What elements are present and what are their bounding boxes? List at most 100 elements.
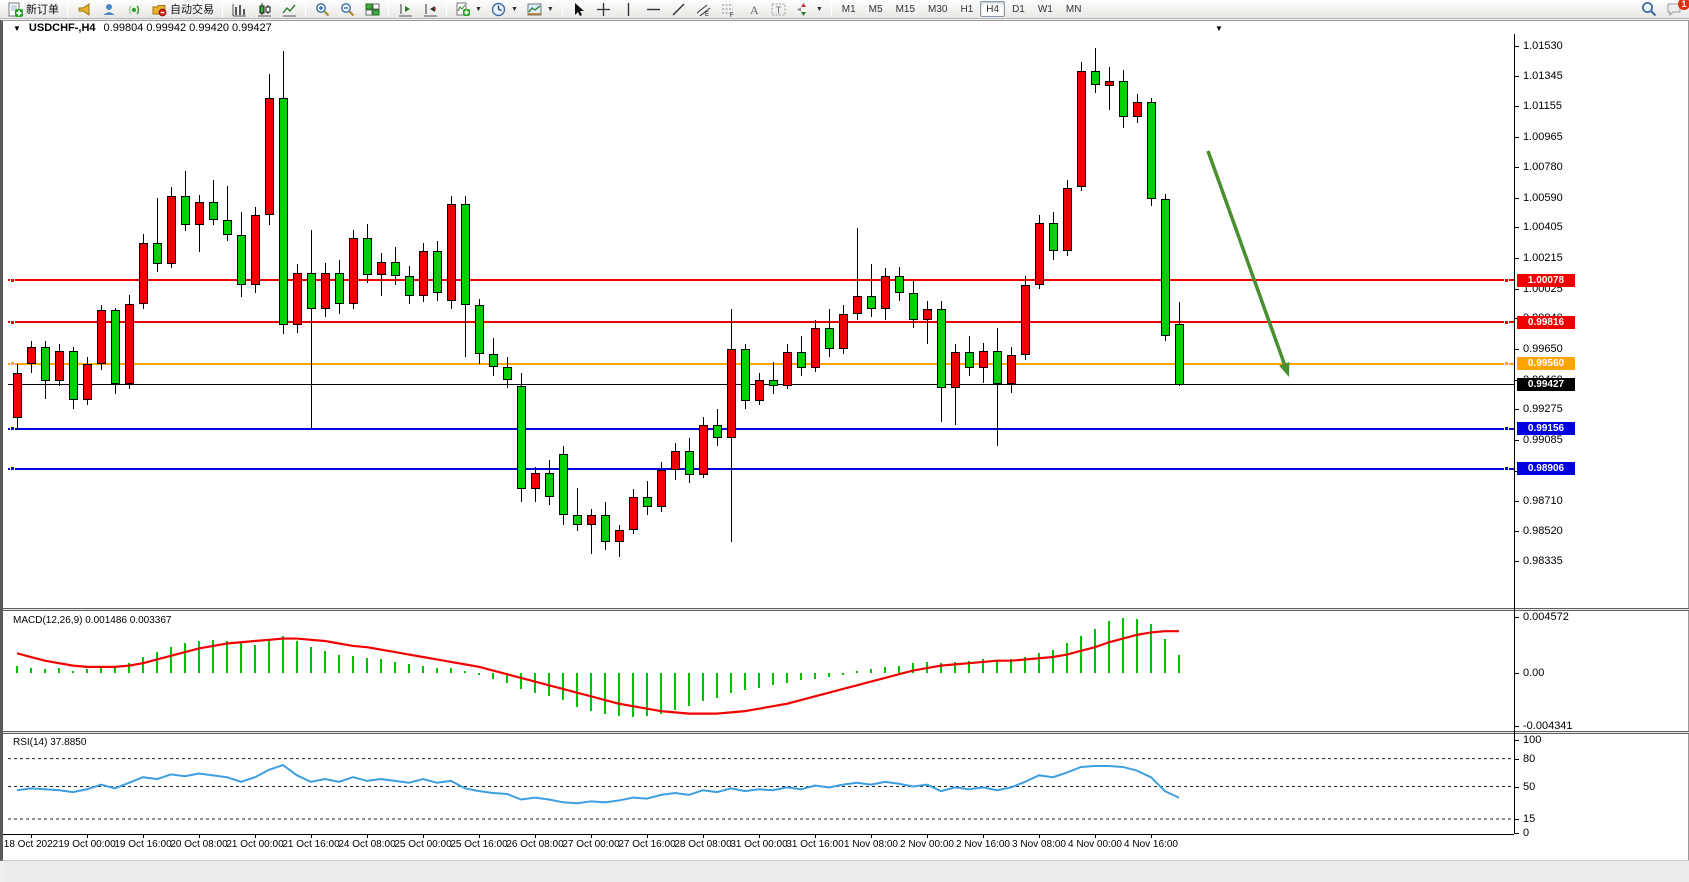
timeframe-m5-button[interactable]: M5: [868, 4, 883, 15]
scroll-end-marker-icon[interactable]: ▼: [1215, 24, 1223, 33]
timeframe-m30-button[interactable]: M30: [928, 4, 948, 15]
pivot-line[interactable]: [8, 362, 1514, 365]
fibonacci-tool-icon: F: [721, 2, 737, 19]
support-line-1-handle[interactable]: [10, 426, 15, 432]
time-axis-label[interactable]: 1 Nov 08:00: [844, 839, 898, 850]
support-line-2-handle[interactable]: [10, 466, 15, 472]
pane-separator-rsi[interactable]: [3, 731, 1689, 734]
equidistant-channel-tool-button[interactable]: E: [692, 1, 716, 18]
vertical-line-tool-button[interactable]: [617, 1, 641, 18]
periods-menu-caret-icon[interactable]: ▼: [510, 5, 518, 13]
chart-shift-button[interactable]: [393, 1, 417, 18]
resistance-line-1-handle[interactable]: [10, 277, 15, 283]
support-line-2-handle[interactable]: [1504, 466, 1509, 472]
time-axis-label[interactable]: 25 Oct 16:00: [450, 839, 508, 850]
pane-separator-macd[interactable]: [3, 608, 1689, 611]
resistance-line-2[interactable]: [8, 321, 1514, 324]
candle: [699, 424, 708, 475]
sound-alert-button[interactable]: [72, 1, 96, 18]
timeframe-h1-button[interactable]: H1: [960, 4, 974, 15]
time-axis-label[interactable]: 21 Oct 00:00: [226, 839, 284, 850]
candle-chart-mode-button[interactable]: [252, 1, 276, 18]
time-axis-label[interactable]: 3 Nov 08:00: [1012, 839, 1066, 850]
search-button[interactable]: [1637, 1, 1661, 18]
horizontal-line-tool-button[interactable]: [642, 1, 666, 18]
time-axis-label[interactable]: 19 Oct 00:00: [58, 839, 116, 850]
indicators-menu-caret-icon[interactable]: ▼: [475, 5, 482, 13]
time-axis-label[interactable]: 27 Oct 16:00: [618, 839, 676, 850]
candle: [951, 352, 960, 388]
timeframe-mn-button[interactable]: MN: [1065, 4, 1082, 15]
auto-trading-button[interactable]: 自动交易: [147, 1, 218, 18]
support-line-1-handle[interactable]: [1504, 426, 1509, 432]
time-axis-label[interactable]: 24 Oct 08:00: [338, 839, 396, 850]
support-line-1[interactable]: [8, 427, 1514, 430]
resistance-line-1[interactable]: [8, 279, 1514, 282]
new-order-button[interactable]: 新订单: [3, 1, 63, 18]
time-axis-label[interactable]: 31 Oct 00:00: [730, 839, 788, 850]
pivot-line-handle[interactable]: [1504, 361, 1509, 367]
chat-button[interactable]: 1: [1662, 0, 1689, 18]
text-label-tool-button[interactable]: T: [767, 1, 791, 18]
arrows-tool-caret-icon[interactable]: ▼: [815, 5, 823, 13]
time-axis-label[interactable]: 25 Oct 00:00: [394, 839, 452, 850]
time-axis-label[interactable]: 26 Oct 08:00: [506, 839, 564, 850]
time-axis-label[interactable]: 27 Oct 00:00: [562, 839, 620, 850]
macd-histogram-bar: [184, 643, 186, 673]
candle: [993, 350, 1002, 385]
pivot-line-handle[interactable]: [10, 361, 15, 367]
timeframe-h4-button[interactable]: H4: [980, 1, 1006, 17]
macd-label: MACD(12,26,9) 0.001486 0.003367: [13, 615, 172, 626]
crosshair-tool-button[interactable]: [592, 1, 616, 18]
crosshair-tool-icon: [596, 2, 612, 17]
macd-histogram-bar: [450, 668, 452, 673]
auto-scroll-button[interactable]: [418, 1, 442, 18]
chart-window[interactable]: ▼ USDCHF-,H4 0.99804 0.99942 0.99420 0.9…: [0, 20, 1689, 882]
zoom-out-button[interactable]: [335, 1, 359, 18]
time-axis-label[interactable]: 4 Nov 16:00: [1124, 839, 1178, 850]
arrows-tool-button[interactable]: ▼: [792, 1, 827, 18]
fibonacci-tool-button[interactable]: F: [717, 1, 741, 19]
time-tick: [1039, 834, 1040, 838]
support-line-2[interactable]: [8, 467, 1514, 470]
time-axis-label[interactable]: 31 Oct 16:00: [786, 839, 844, 850]
timeframe-w1-button[interactable]: W1: [1037, 4, 1053, 15]
indicators-menu-button[interactable]: ▼: [451, 1, 486, 18]
timeframe-m15-button[interactable]: M15: [895, 4, 916, 15]
macd-histogram-bar: [1038, 653, 1040, 673]
time-axis-label[interactable]: 18 Oct 2022: [3, 839, 59, 850]
community-button[interactable]: [97, 1, 121, 18]
chart-menu-icon[interactable]: ▼: [13, 23, 21, 33]
time-axis-label[interactable]: 2 Nov 00:00: [900, 839, 954, 850]
tile-windows-button[interactable]: [360, 1, 384, 18]
templates-menu-button[interactable]: ▼: [523, 1, 558, 18]
candle: [111, 310, 120, 385]
time-tick: [703, 834, 704, 838]
time-axis-label[interactable]: 20 Oct 08:00: [170, 839, 228, 850]
signals-button[interactable]: [122, 1, 146, 18]
time-axis-label[interactable]: 28 Oct 08:00: [674, 839, 732, 850]
templates-menu-caret-icon[interactable]: ▼: [546, 5, 554, 13]
cursor-tool-button[interactable]: [567, 1, 591, 18]
macd-histogram-bar: [786, 673, 788, 683]
time-axis-label[interactable]: 4 Nov 00:00: [1068, 839, 1122, 850]
periods-menu-button[interactable]: ▼: [487, 1, 522, 18]
time-axis-label[interactable]: 21 Oct 16:00: [282, 839, 340, 850]
timeframe-m1-button[interactable]: M1: [841, 4, 856, 15]
resistance-line-2-handle[interactable]: [10, 319, 15, 325]
toolbar-separator: [388, 1, 389, 17]
macd-histogram-bar: [128, 663, 130, 673]
text-tool-button[interactable]: A: [742, 1, 766, 18]
price-tick: [1514, 440, 1519, 442]
zoom-in-button[interactable]: [310, 1, 334, 18]
resistance-line-1-handle[interactable]: [1504, 277, 1509, 283]
candle: [1147, 102, 1156, 200]
time-axis-label[interactable]: 19 Oct 16:00: [114, 839, 172, 850]
resistance-line-2-handle[interactable]: [1504, 319, 1509, 325]
trendline-tool-button[interactable]: [667, 1, 691, 18]
bar-chart-mode-button[interactable]: [227, 1, 251, 18]
time-axis-label[interactable]: 2 Nov 16:00: [956, 839, 1010, 850]
candle-wick: [311, 229, 312, 428]
line-chart-mode-button[interactable]: [277, 1, 301, 18]
timeframe-d1-button[interactable]: D1: [1012, 4, 1025, 15]
